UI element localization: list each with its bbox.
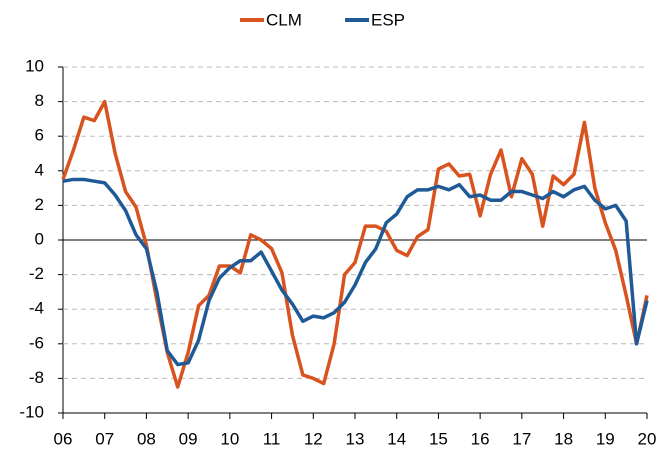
y-tick-label: 10 [25, 56, 44, 75]
x-tick-label: 11 [263, 429, 281, 448]
x-tick-label: 10 [220, 429, 239, 448]
x-tick-label: 08 [137, 429, 156, 448]
x-tick-label: 20 [638, 429, 657, 448]
x-tick-label: 16 [471, 429, 490, 448]
legend-label: ESP [371, 10, 405, 29]
y-tick-label: -6 [29, 333, 44, 352]
x-tick-label: 14 [387, 429, 406, 448]
x-tick-label: 19 [596, 429, 615, 448]
y-tick-label: 2 [35, 195, 44, 214]
y-tick-label: 0 [35, 229, 44, 248]
y-tick-label: -8 [29, 368, 44, 387]
x-tick-label: 09 [179, 429, 198, 448]
y-tick-label: 8 [35, 91, 44, 110]
x-tick-label: 17 [512, 429, 531, 448]
x-tick-label: 12 [304, 429, 323, 448]
y-tick-label: -4 [29, 299, 44, 318]
y-tick-label: 6 [35, 126, 44, 145]
y-tick-label: 4 [35, 160, 44, 179]
x-tick-label: 07 [95, 429, 114, 448]
x-tick-label: 18 [554, 429, 573, 448]
y-tick-label: -2 [29, 264, 44, 283]
legend-label: CLM [266, 10, 302, 29]
x-tick-label: 13 [346, 429, 365, 448]
x-tick-label: 15 [429, 429, 448, 448]
series-line [62, 177, 649, 367]
x-tick-label: 06 [54, 429, 73, 448]
y-tick-label: -10 [19, 402, 44, 421]
